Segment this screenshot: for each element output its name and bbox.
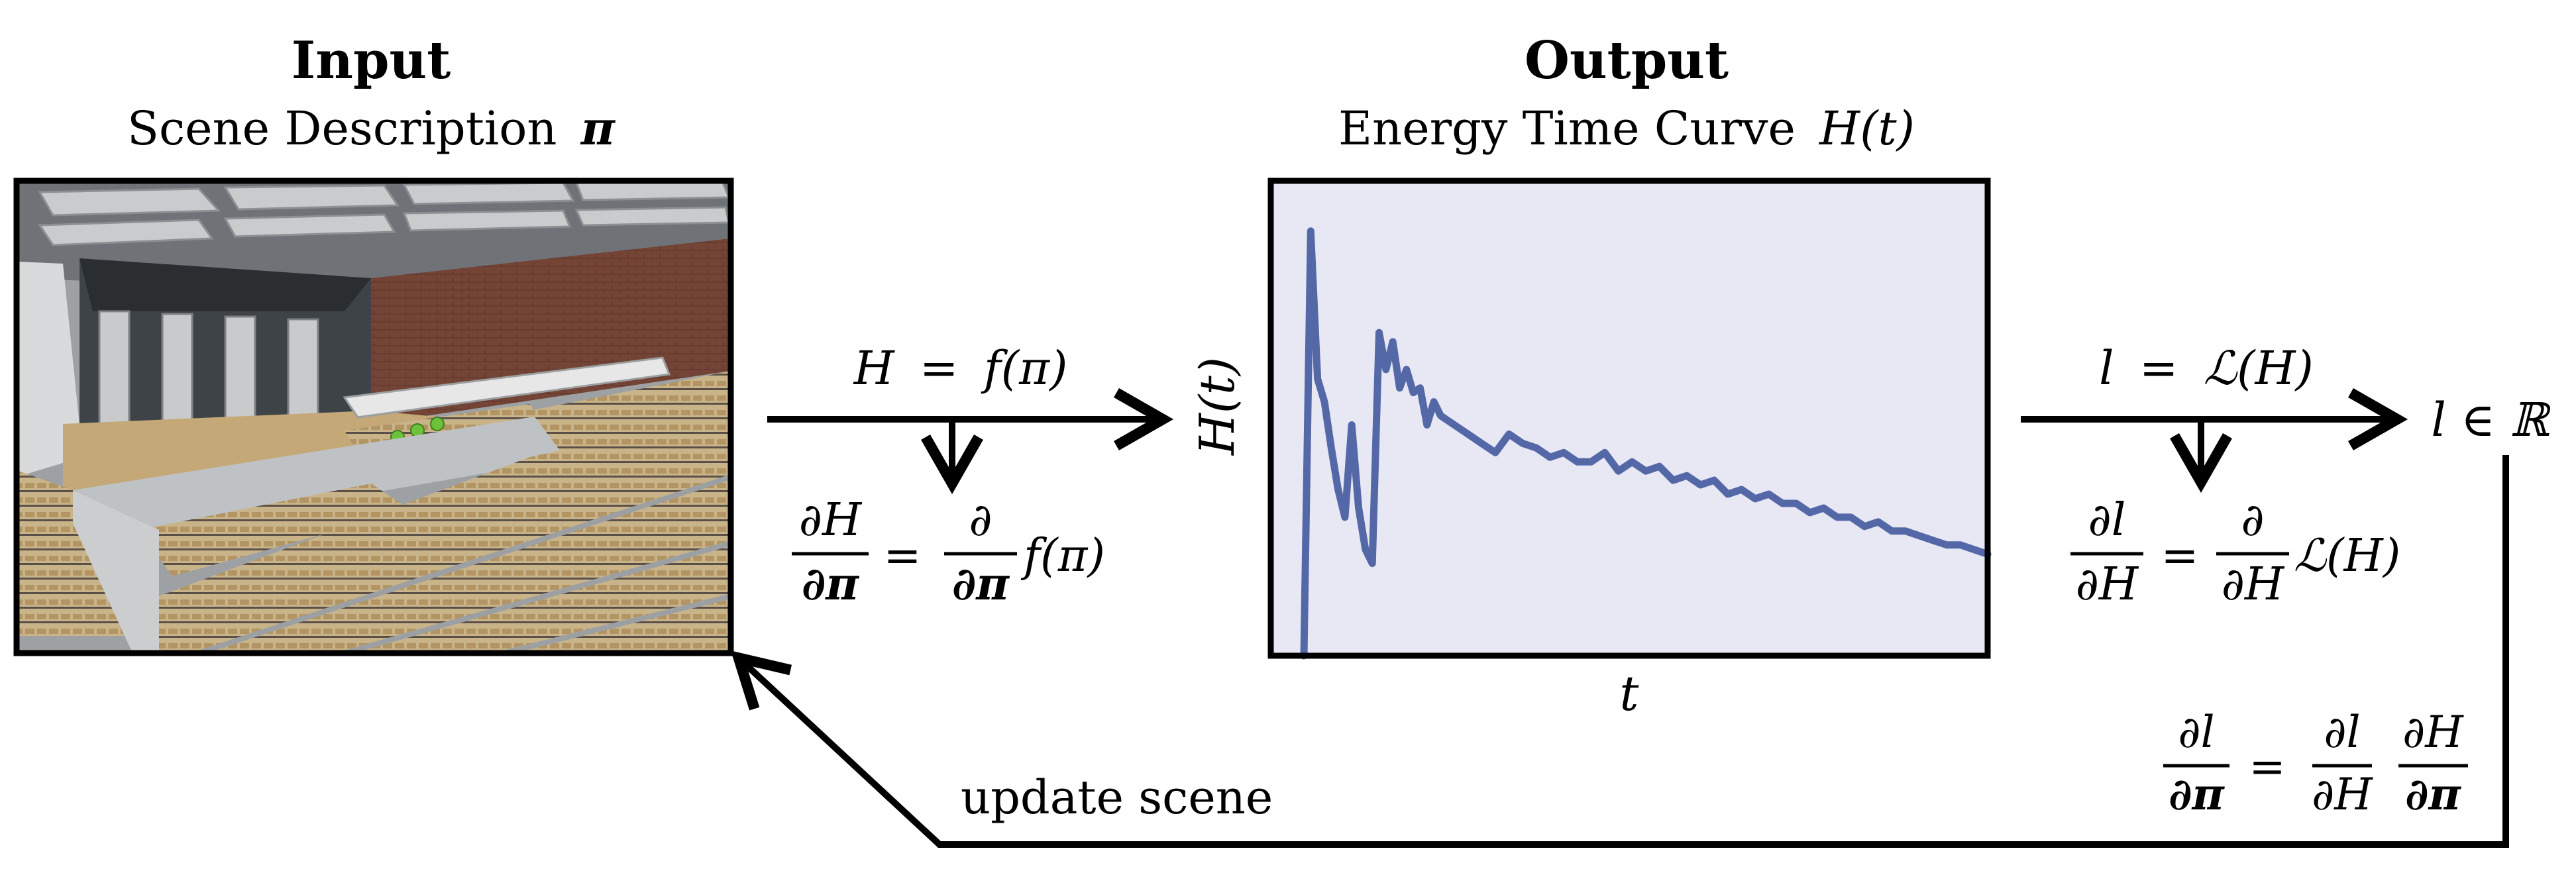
cr-d1: ∂π [2169, 768, 2225, 820]
output-heading: Output [1525, 30, 1729, 91]
ld-num-left: ∂l [2088, 494, 2126, 546]
feedback-arrow [730, 455, 2509, 848]
loss-derivative-equation: ∂l ∂H = ∂ ∂H ℒ(H) [2070, 494, 2400, 611]
input-subtitle-symbol: π [580, 101, 616, 156]
output-subtitle: Energy Time Curve H(t) [1338, 101, 1915, 156]
ceiling-panels [38, 181, 731, 246]
loss-map-label: l = ℒ(H) [2099, 341, 2314, 395]
output-subtitle-math: H(t) [1818, 101, 1915, 156]
stage-columns [98, 310, 319, 425]
plot-frame [1267, 178, 1991, 659]
forward-map-eq: = [920, 341, 959, 395]
ld-num-right: ∂ [2241, 494, 2264, 546]
input-heading: Input [292, 30, 451, 91]
series-line-0 [1300, 227, 1992, 660]
scene-render-image [13, 178, 734, 656]
fd-tail: f(π) [1020, 530, 1105, 582]
plot-ylabel: H(t) [1189, 357, 1245, 456]
cr-d3: ∂π [2405, 768, 2461, 820]
forward-map-rhs: f(π) [981, 341, 1068, 395]
loss-value: l ∈ ℝ [2432, 393, 2551, 447]
loss-map-lhs: l [2099, 341, 2114, 395]
cr-n2: ∂l [2324, 707, 2360, 758]
svg-text:=: = [2249, 741, 2285, 792]
svg-text:=: = [2161, 530, 2199, 582]
fd-num-left: ∂H [799, 494, 863, 546]
svg-text:=: = [884, 530, 922, 582]
cr-d2: ∂H [2312, 769, 2373, 820]
ld-den-left: ∂H [2076, 558, 2139, 611]
fd-den-right: ∂π [952, 558, 1010, 611]
forward-map-lhs: H [853, 341, 896, 395]
chain-rule-equation: ∂l ∂π = ∂l ∂H ∂H ∂π [2163, 707, 2468, 820]
plot-area [1271, 181, 1988, 656]
ld-den-right: ∂H [2222, 558, 2285, 611]
feedback-label: update scene [961, 770, 1273, 825]
input-subtitle-text: Scene Description [127, 101, 557, 156]
cr-n3: ∂H [2402, 707, 2464, 758]
loss-map-eq: = [2139, 341, 2178, 395]
plot-xlabel: t [1620, 666, 1640, 721]
output-subtitle-text: Energy Time Curve [1338, 101, 1796, 156]
input-subtitle: Scene Description π [127, 101, 616, 156]
cr-n1: ∂l [2178, 707, 2214, 758]
fd-num-right: ∂ [969, 494, 992, 546]
fd-den-left: ∂π [802, 558, 859, 611]
forward-derivative-equation: ∂H ∂π = ∂ ∂π f(π) [792, 494, 1105, 611]
energy-time-curve-plot [1267, 178, 1992, 660]
loss-map-rhs: ℒ(H) [2204, 341, 2314, 395]
forward-map-label: H = f(π) [853, 341, 1068, 395]
ld-tail: ℒ(H) [2294, 530, 2400, 582]
plot-series-group [1300, 227, 1992, 660]
